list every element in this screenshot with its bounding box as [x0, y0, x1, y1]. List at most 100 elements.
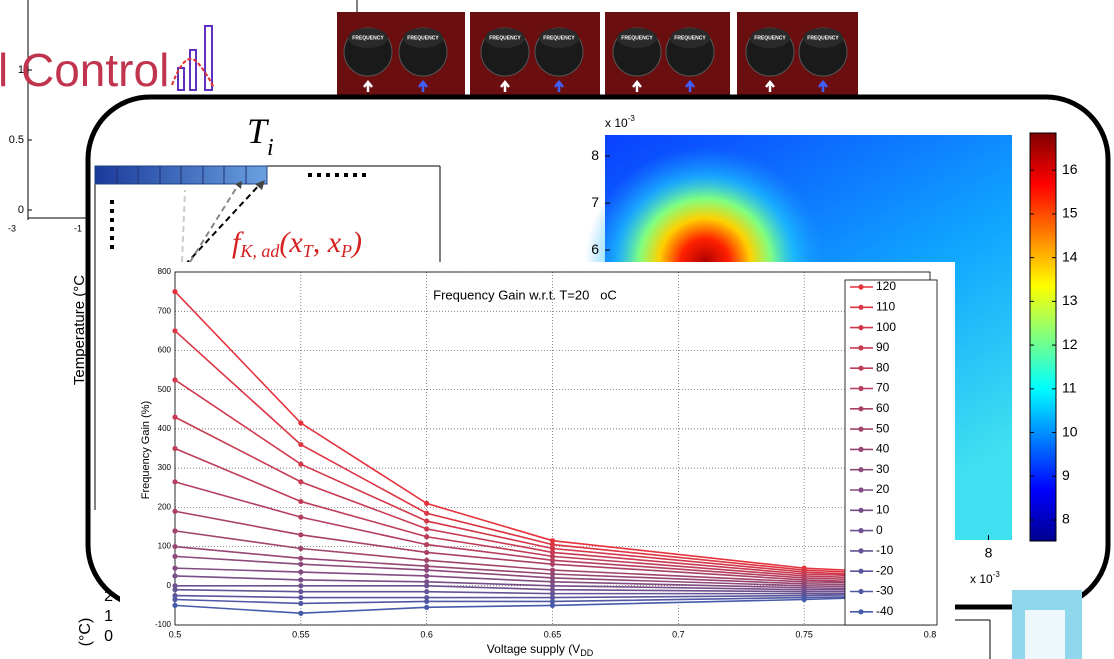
data-point: [172, 289, 178, 295]
node-label: Ti: [247, 111, 274, 160]
legend-label: 120: [876, 279, 896, 293]
data-point: [298, 555, 304, 561]
y-tick-label: -100: [155, 620, 172, 629]
legend-box: [844, 279, 938, 626]
series-line: [174, 379, 931, 579]
function-part: (x: [279, 226, 303, 259]
data-point: [298, 461, 304, 467]
data-point: [298, 479, 304, 485]
y-tick-label: 800: [158, 267, 172, 276]
data-point: [424, 583, 430, 589]
data-point: [172, 508, 178, 514]
axis-label: (°C): [77, 618, 94, 647]
knob-top: [403, 28, 443, 48]
legend-label: 100: [876, 320, 896, 334]
scale-base: x 10: [970, 572, 993, 586]
legend-marker: [858, 487, 864, 493]
knob-top: [539, 28, 579, 48]
data-point: [172, 528, 178, 534]
legend-marker: [858, 426, 864, 432]
x-tick-label: -1: [74, 223, 82, 233]
function-part: T: [303, 241, 315, 261]
y-tick-label: 100: [158, 542, 172, 551]
legend-marker: [858, 284, 864, 290]
series-line: [174, 588, 930, 595]
legend-label: 70: [876, 381, 890, 395]
y-tick-label: 7: [591, 194, 599, 210]
data-point: [298, 545, 304, 552]
x-tick-label: -3: [8, 223, 16, 233]
legend-label: -20: [876, 563, 894, 577]
data-point: [298, 610, 304, 616]
thumbnail-detail: [1025, 610, 1065, 659]
function-part: , x: [313, 226, 342, 259]
data-point: [549, 557, 556, 563]
y-tick-label: 300: [158, 463, 172, 472]
legend-marker: [858, 446, 864, 452]
data-point: [424, 589, 430, 595]
diagram: Ti fK, ad(xT, xP): [94, 111, 441, 510]
x-tick-label: 0.5: [169, 629, 182, 639]
x-tick-label: 0.65: [544, 629, 562, 639]
legend-marker: [858, 304, 864, 310]
colorbar-tick-label: 14: [1062, 248, 1078, 264]
data-point: [298, 589, 304, 595]
knob-label: FREQUENCY: [754, 35, 786, 41]
series-line: [174, 575, 930, 591]
knob-arrow: [765, 79, 775, 92]
data-point: [424, 573, 430, 579]
data-point: [801, 596, 807, 603]
bottom-fragments: (°C) 2 1 0: [77, 588, 1082, 659]
data-point: [424, 563, 430, 569]
y-tick-label: 0: [167, 581, 172, 590]
knob-label: FREQUENCY: [489, 35, 521, 41]
knob-panels: FREQUENCY FREQUENCY FREQUENCY FREQUENCY FREQ…: [337, 12, 858, 96]
data-point: [549, 579, 556, 585]
data-point: [172, 565, 178, 571]
arrow: [189, 181, 241, 263]
colorbar-tick-label: 13: [1062, 292, 1078, 308]
knob-label: FREQUENCY: [674, 35, 706, 41]
legend-marker: [858, 406, 864, 412]
y-tick-label: 6: [591, 241, 599, 257]
scale-exponent: -3: [628, 114, 636, 123]
data-point: [549, 567, 556, 573]
data-point: [298, 577, 304, 583]
data-point: [424, 500, 430, 507]
chart-title: Frequency Gain w.r.t. T=20 oC: [433, 287, 617, 302]
data-point: [298, 594, 304, 601]
data-point: [424, 567, 430, 573]
data-point: [424, 594, 430, 601]
series-line: [174, 594, 931, 605]
background-plot: Temperature (°C 1 0.5 0-3 -1: [8, 0, 358, 385]
series-line: [174, 330, 931, 577]
data-point: [298, 532, 304, 538]
arrow: [181, 189, 186, 263]
scale-label: x 10-3: [970, 570, 1000, 586]
data-point: [549, 561, 556, 567]
data-point: [172, 583, 178, 589]
x-tick-label: 0.8: [924, 629, 937, 639]
data-point: [172, 592, 178, 599]
knob-arrow: [554, 79, 564, 92]
knob-arrow: [418, 79, 428, 92]
knob-arrow: [632, 79, 642, 92]
series-line: [174, 291, 931, 575]
fit-curve: [171, 57, 215, 89]
legend-label: 60: [876, 401, 890, 415]
y-tick-label: 600: [158, 346, 172, 355]
data-point: [549, 549, 556, 556]
knob-label: FREQUENCY: [543, 35, 575, 41]
legend-marker: [858, 385, 864, 392]
knob-top: [617, 28, 657, 48]
x-tick-label: 0.7: [672, 629, 685, 639]
data-point: [549, 598, 556, 605]
x-tick-label: 0.55: [292, 629, 310, 639]
data-point: [172, 573, 178, 579]
data-point: [549, 583, 556, 589]
series-line: [174, 555, 931, 589]
series-line: [174, 447, 931, 581]
data-point: [424, 534, 430, 540]
